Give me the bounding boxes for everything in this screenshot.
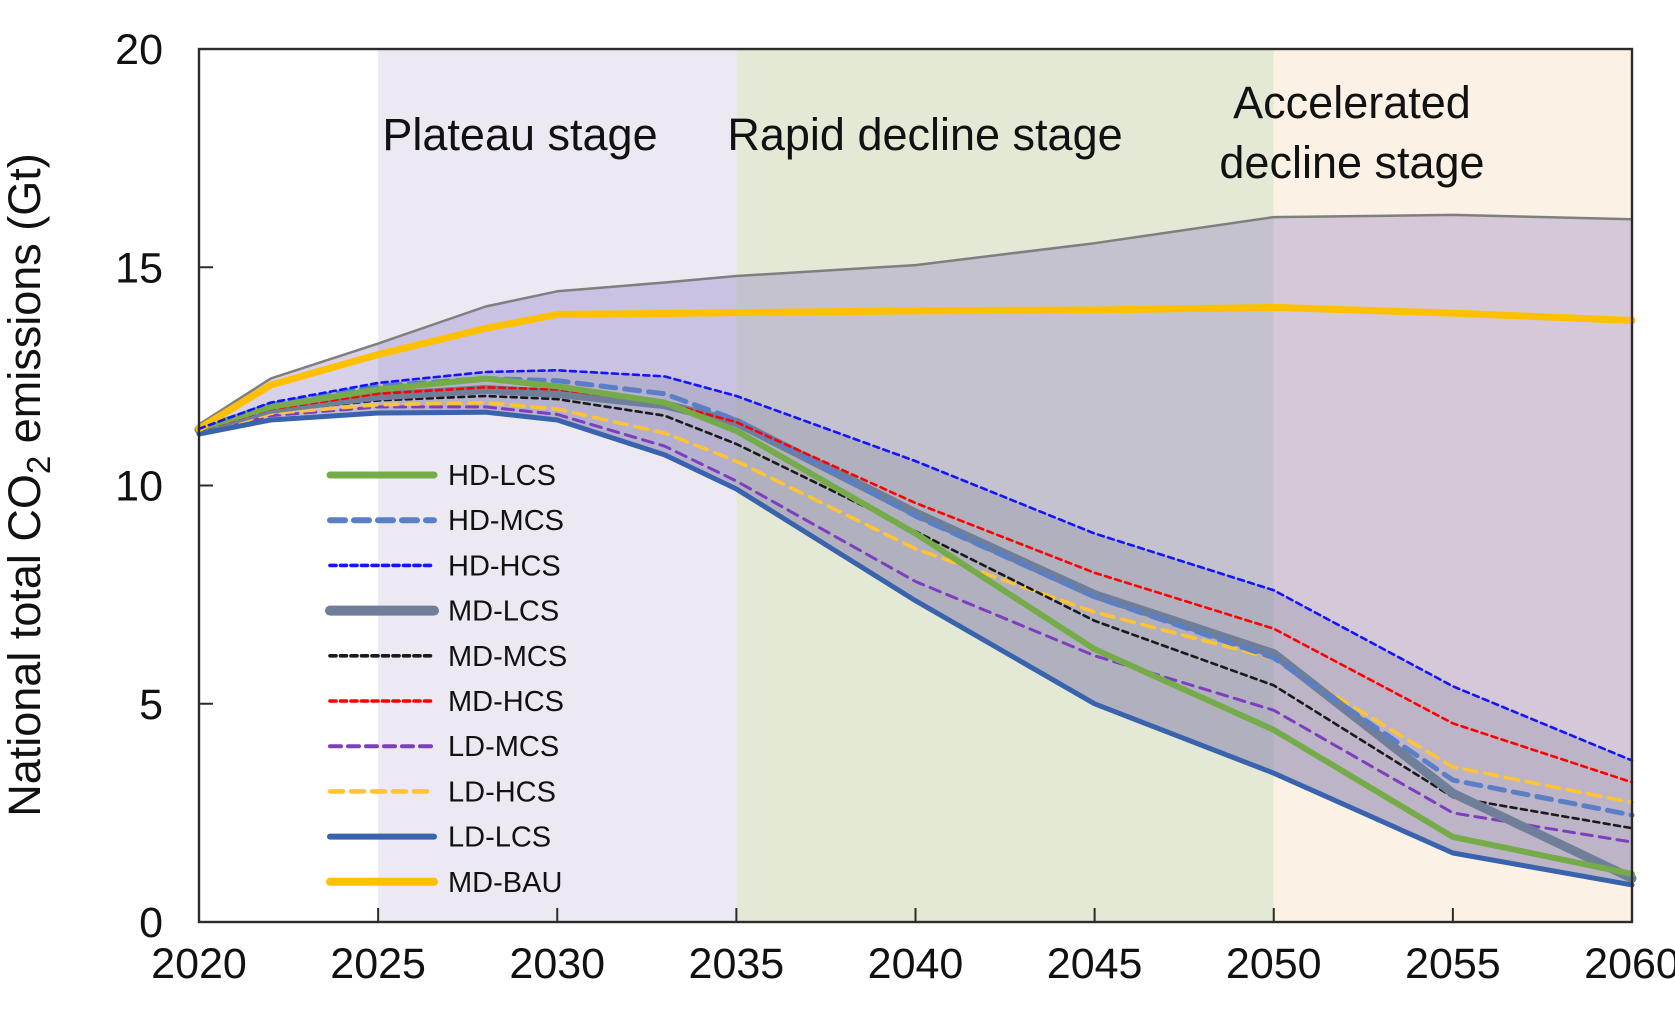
- y-axis-title: National total CO2 emissions (Gt): [0, 153, 57, 817]
- x-tick-label-2040: 2040: [868, 940, 964, 988]
- legend-label-hd-mcs: HD-MCS: [448, 505, 564, 537]
- y-tick-label-5: 5: [139, 681, 163, 729]
- series-line-hd-lcs: [196, 375, 1635, 877]
- legend: HD-LCS HD-MCS HD-HCS MD-LCS MD-MCS MD-HCS LD-M…: [325, 460, 567, 899]
- y-tick-label-20: 20: [115, 26, 163, 74]
- stage-band-accelerated: [1273, 49, 1632, 922]
- x-tick-label-2030: 2030: [509, 940, 605, 988]
- stage-label-plateau: Plateau stage: [382, 109, 657, 160]
- series-line-md-bau: [195, 303, 1636, 433]
- x-tick-label-2035: 2035: [689, 940, 785, 988]
- stage-label-rapid: Rapid decline stage: [727, 109, 1122, 160]
- x-tick-label-2050: 2050: [1226, 940, 1322, 988]
- x-tick-label-2045: 2045: [1047, 940, 1143, 988]
- series-lines: [194, 213, 1637, 888]
- legend-label-ld-lcs: LD-LCS: [448, 822, 551, 854]
- series-line-hd-mcs: [196, 376, 1635, 818]
- series-line-ld-lcs: [196, 409, 1635, 888]
- envelope-range-mitigation: [199, 370, 1632, 885]
- series-line-md-hcs: [197, 386, 1634, 784]
- legend-label-hd-lcs: HD-LCS: [448, 460, 556, 492]
- series-line-ld-mcs: [197, 405, 1634, 844]
- x-tick-label-2060: 2060: [1584, 940, 1675, 988]
- y-tick-label-15: 15: [115, 244, 163, 292]
- series-line-envelope-top: [197, 213, 1634, 426]
- legend-label-ld-mcs: LD-MCS: [448, 731, 559, 763]
- axes: 2020 2025 2030 2035 2040 2045 2050 2055 2060 0 5 10…: [0, 26, 1675, 988]
- stage-labels: Plateau stage Rapid decline stage Accelera…: [382, 77, 1484, 188]
- legend-label-md-lcs: MD-LCS: [448, 596, 559, 628]
- stage-bands: [378, 49, 1632, 922]
- x-tick-label-2055: 2055: [1405, 940, 1501, 988]
- x-tick-label-2020: 2020: [151, 940, 247, 988]
- y-tick-label-10: 10: [115, 463, 163, 511]
- series-line-hd-hcs: [197, 369, 1634, 762]
- y-tick-label-0: 0: [139, 899, 163, 947]
- stage-band-plateau: [378, 49, 737, 922]
- stage-label-accelerated-line1: Accelerated: [1233, 77, 1471, 128]
- legend-label-md-hcs: MD-HCS: [448, 686, 564, 718]
- legend-label-hd-hcs: HD-HCS: [448, 550, 561, 582]
- legend-label-md-bau: MD-BAU: [448, 867, 562, 899]
- stage-label-accelerated-line2: decline stage: [1219, 137, 1484, 188]
- legend-label-ld-hcs: LD-HCS: [448, 776, 556, 808]
- x-tick-label-2025: 2025: [330, 940, 426, 988]
- legend-label-md-mcs: MD-MCS: [448, 641, 567, 673]
